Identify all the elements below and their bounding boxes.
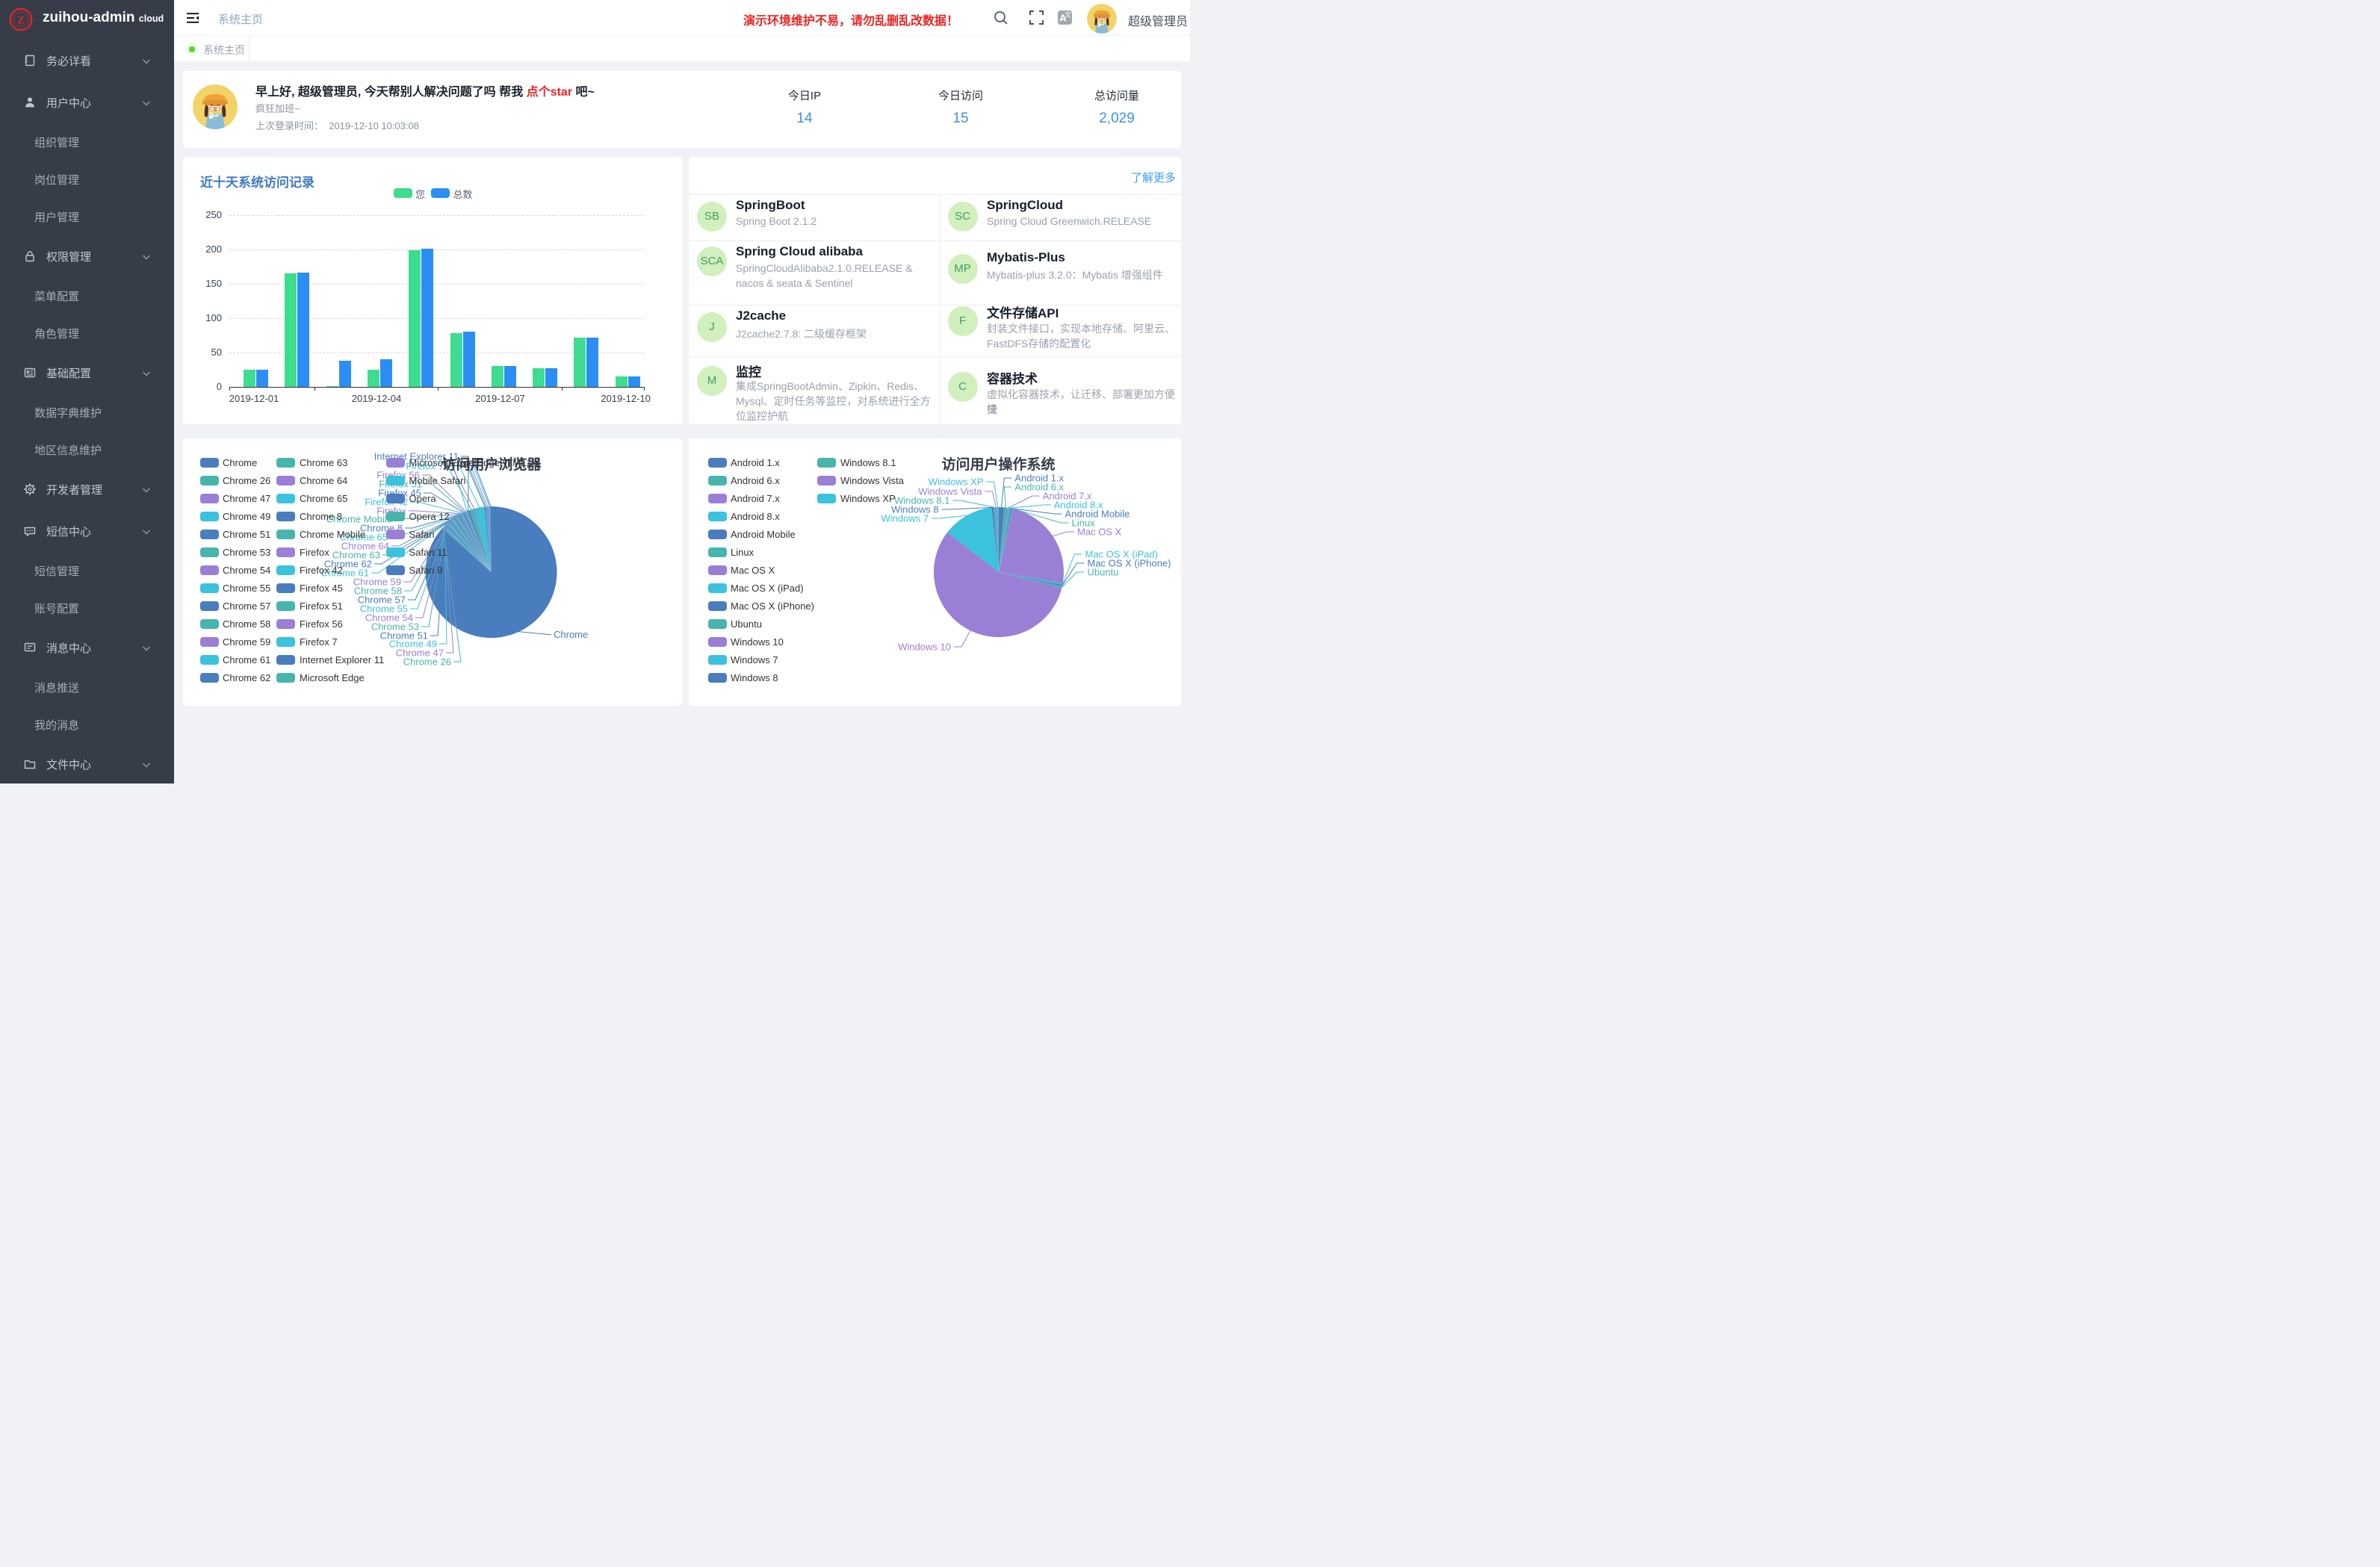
svg-text:Android Mobile: Android Mobile <box>1065 509 1130 520</box>
svg-text:Chrome 62: Chrome 62 <box>324 559 372 570</box>
svg-text:文: 文 <box>1065 10 1071 19</box>
svg-text:Windows 8.1: Windows 8.1 <box>894 495 949 506</box>
svg-text:Windows 10: Windows 10 <box>898 642 951 653</box>
svg-text:Chrome 61: Chrome 61 <box>321 568 369 579</box>
svg-text:Chrome 57: Chrome 57 <box>358 595 406 606</box>
svg-text:Chrome 58: Chrome 58 <box>354 586 402 597</box>
svg-text:Windows XP: Windows XP <box>929 477 984 488</box>
svg-text:Chrome 65: Chrome 65 <box>340 532 388 543</box>
svg-text:Windows Vista: Windows Vista <box>918 486 982 497</box>
svg-text:Chrome Mobile: Chrome Mobile <box>326 514 392 525</box>
svg-text:A: A <box>1059 13 1067 24</box>
svg-text:Chrome 55: Chrome 55 <box>360 603 408 615</box>
svg-text:Chrome 53: Chrome 53 <box>371 621 419 633</box>
svg-text:Android 7.x: Android 7.x <box>1043 491 1092 502</box>
svg-text:Chrome 47: Chrome 47 <box>396 648 444 659</box>
svg-text:Mac OS X: Mac OS X <box>1077 527 1122 538</box>
svg-text:Chrome 51: Chrome 51 <box>380 630 428 642</box>
svg-text:Chrome 64: Chrome 64 <box>341 541 389 552</box>
svg-text:Android 1.x: Android 1.x <box>1014 473 1064 484</box>
svg-text:Chrome: Chrome <box>554 629 588 640</box>
svg-text:Z: Z <box>17 15 25 27</box>
svg-text:Chrome 54: Chrome 54 <box>365 612 413 624</box>
svg-text:Firefox 7: Firefox 7 <box>406 461 444 472</box>
svg-text:Chrome 49: Chrome 49 <box>389 639 437 650</box>
svg-text:Windows 7: Windows 7 <box>881 513 929 524</box>
svg-text:Windows 8: Windows 8 <box>891 504 939 515</box>
svg-text:Chrome 59: Chrome 59 <box>353 577 401 588</box>
svg-text:Mac OS X (iPhone): Mac OS X (iPhone) <box>1088 558 1171 569</box>
svg-text:Android 6.x: Android 6.x <box>1014 482 1064 493</box>
svg-text:Chrome 63: Chrome 63 <box>332 550 380 561</box>
svg-text:Android 8.x: Android 8.x <box>1054 500 1103 511</box>
svg-text:Ubuntu: Ubuntu <box>1088 567 1119 578</box>
svg-text:Chrome 26: Chrome 26 <box>403 657 451 668</box>
svg-text:Mac OS X (iPad): Mac OS X (iPad) <box>1085 549 1159 560</box>
svg-text:Linux: Linux <box>1072 518 1096 529</box>
